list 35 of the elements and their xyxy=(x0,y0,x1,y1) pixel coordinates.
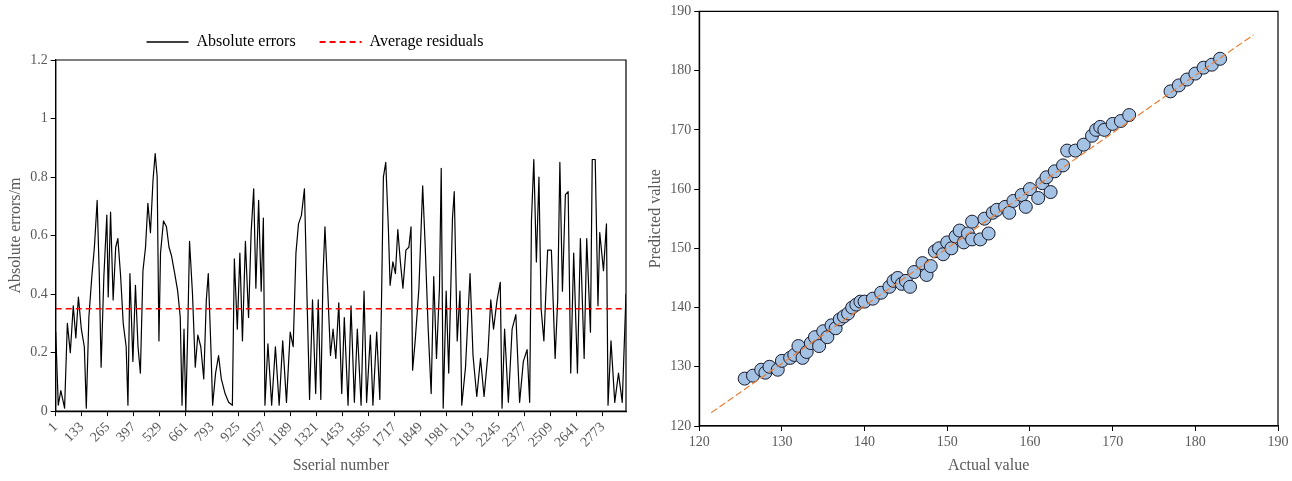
x-tick-label: 190 xyxy=(1267,434,1289,450)
x-tick-label: 160 xyxy=(1019,434,1041,450)
x-tick-label: 529 xyxy=(139,419,165,445)
x-tick-label: 265 xyxy=(87,419,113,445)
x-tick-label: 150 xyxy=(936,434,958,450)
legend-label: Average residuals xyxy=(369,32,484,51)
x-tick-label: 133 xyxy=(61,419,87,445)
y-tick-label: 150 xyxy=(670,239,692,255)
y-tick-label: 180 xyxy=(670,62,692,78)
y-tick-label: 160 xyxy=(670,180,692,196)
x-tick-label: 397 xyxy=(113,419,139,445)
y-tick-label: 140 xyxy=(670,299,692,315)
y-tick-label: 0.6 xyxy=(30,227,48,243)
y-tick-label: 190 xyxy=(670,3,692,19)
x-tick-label: 661 xyxy=(165,419,191,445)
y-tick-label: 0.4 xyxy=(30,285,48,301)
y-tick-label: 1 xyxy=(40,110,48,126)
legend-label: Absolute errors xyxy=(196,32,296,50)
x-tick-label: 130 xyxy=(771,434,793,450)
x-tick-label: 925 xyxy=(217,419,243,445)
x-tick-label: 140 xyxy=(854,434,876,450)
y-tick-label: 0.2 xyxy=(30,344,48,360)
y-tick-label: 1.2 xyxy=(30,51,48,67)
x-axis-title: Sserial number xyxy=(292,455,390,473)
y-tick-label: 130 xyxy=(670,358,692,374)
y-tick-label: 170 xyxy=(670,121,692,137)
y-tick-label: 0 xyxy=(40,402,48,418)
x-tick-label: 793 xyxy=(191,419,217,445)
y-tick-label: 0.8 xyxy=(30,168,48,184)
x-tick-label: 170 xyxy=(1102,434,1124,450)
x-tick-label: 120 xyxy=(688,434,710,450)
y-axis-title: Predicted value xyxy=(645,169,663,269)
x-tick-label: 180 xyxy=(1184,434,1206,450)
y-axis-title: Absolute errors/m xyxy=(5,177,23,294)
x-axis-title: Actual value xyxy=(947,455,1030,473)
